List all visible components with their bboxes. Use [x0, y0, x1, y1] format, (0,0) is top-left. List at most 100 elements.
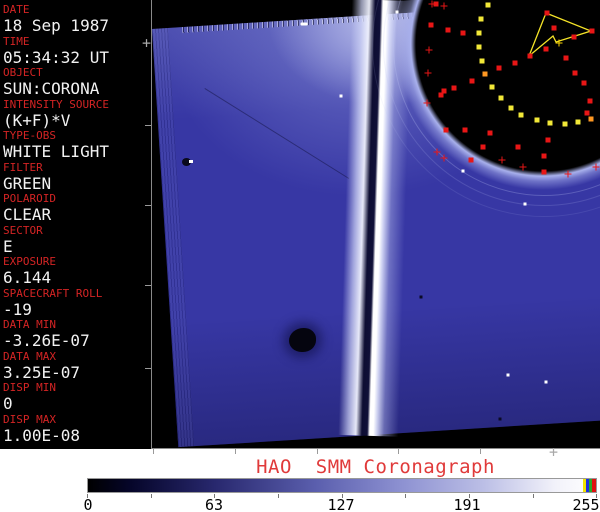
field-value: 05:34:32 UT [3, 47, 109, 67]
image-frame [151, 0, 600, 449]
field-label: DATA MAX [3, 349, 56, 363]
field-value: 6.144 [3, 268, 52, 287]
fiducial-plus-red [440, 154, 448, 162]
star-marker-red [451, 85, 457, 91]
colorbar-saturation-stripes [583, 479, 596, 492]
frame-tick [145, 205, 151, 206]
bright-speck [506, 373, 510, 377]
colorbar-tick [469, 494, 470, 498]
frame-tick [317, 449, 318, 454]
field-label: DISP MIN [3, 381, 56, 394]
colorbar-tick [151, 494, 152, 498]
fiducial-plus-red [425, 46, 433, 54]
star-marker-red [438, 92, 444, 98]
colorbar-tick [214, 494, 215, 498]
colorbar-tick [87, 494, 88, 498]
star-marker-red [587, 98, 593, 104]
metadata-field: DATE 18 Sep 1987 [3, 3, 151, 35]
frame-tick [480, 449, 481, 454]
star-marker-yellow [534, 117, 540, 123]
star-marker-yellow [485, 2, 491, 8]
star-marker-yellow [562, 121, 568, 127]
star-marker-yellow [547, 120, 553, 126]
metadata-field: TYPE-OBS WHITE LIGHT [3, 129, 151, 161]
detector-blemish [289, 328, 316, 352]
star-marker-red [572, 70, 578, 76]
star-marker-red [544, 10, 550, 16]
bright-speck [523, 202, 527, 206]
star-marker-red [584, 110, 590, 116]
star-marker-yellow [478, 16, 484, 22]
metadata-field: EXPOSURE 6.144 [3, 255, 151, 287]
star-marker-red [545, 137, 551, 143]
star-marker-red [469, 78, 475, 84]
metadata-field: TIME 05:34:32 UT [3, 35, 151, 67]
metadata-field: INTENSITY SOURCE (K+F)*V [3, 98, 151, 130]
metadata-field: DISP MAX 1.00E-08 [3, 413, 151, 445]
grid-plus-icon: + [142, 34, 152, 52]
field-value: 3.25E-07 [3, 362, 81, 382]
metadata-field: DISP MIN 0 [3, 381, 151, 413]
star-marker-red [551, 25, 557, 31]
star-marker-red [441, 88, 447, 94]
fiducial-plus-yellow [555, 39, 563, 47]
star-marker-red [589, 28, 595, 34]
field-label: DATE [3, 3, 30, 16]
star-marker-red [581, 80, 587, 86]
metadata-field: OBJECT SUN:CORONA [3, 66, 151, 98]
bright-speck [461, 169, 465, 173]
star-marker-red [445, 27, 451, 33]
field-value: SUN:CORONA [3, 79, 100, 98]
star-marker-red [460, 30, 466, 36]
intensity-colorbar [87, 478, 597, 493]
star-marker-yellow [476, 30, 482, 36]
colorbar-tick-label: 127 [327, 496, 355, 512]
frame-tick [145, 368, 151, 369]
star-marker-yellow [575, 119, 581, 125]
field-label: EXPOSURE [3, 255, 56, 268]
field-label: INTENSITY SOURCE [3, 97, 109, 111]
star-marker-red [543, 46, 549, 52]
field-label: OBJECT [3, 66, 43, 79]
star-marker-red [563, 55, 569, 61]
star-marker-red [527, 53, 533, 59]
frame-tick [235, 449, 236, 454]
frame-tick [145, 285, 151, 286]
star-marker-red [541, 153, 547, 159]
colorbar-tick [405, 494, 406, 498]
field-value: CLEAR [3, 205, 52, 224]
fiducial-plus-red [428, 0, 436, 8]
field-value: -3.26E-07 [3, 331, 90, 350]
field-value: 18 Sep 1987 [3, 16, 109, 35]
field-value: GREEN [3, 173, 52, 193]
field-value: E [3, 236, 13, 256]
field-label: FILTER [3, 160, 43, 174]
colorbar-tick [278, 494, 279, 498]
star-marker-red [541, 169, 547, 175]
fiducial-plus-red [424, 69, 432, 77]
frame-tick [398, 449, 399, 454]
grid-plus-icon: + [549, 443, 559, 461]
star-marker-orange [482, 71, 488, 77]
field-label: POLAROID [3, 192, 56, 205]
star-marker-red [496, 65, 502, 71]
image-title: HAO SMM Coronagraph [256, 456, 495, 478]
field-value: -19 [3, 299, 32, 319]
colorbar-tick-label: 0 [83, 496, 93, 512]
star-marker-yellow [479, 58, 485, 64]
star-marker-red [512, 60, 518, 66]
star-marker-yellow [518, 112, 524, 118]
bright-speck [544, 380, 548, 384]
fiducial-plus-red [440, 2, 448, 10]
star-marker-yellow [489, 84, 495, 90]
field-label: TIME [3, 34, 30, 48]
bright-speck [339, 94, 343, 98]
colorbar-tick [342, 494, 343, 498]
field-label: SECTOR [3, 223, 43, 237]
metadata-field: POLAROID CLEAR [3, 192, 151, 224]
fiducial-plus-red [519, 163, 527, 171]
star-marker-red [433, 1, 439, 7]
star-marker-yellow [508, 105, 514, 111]
colorbar-tick [533, 494, 534, 498]
